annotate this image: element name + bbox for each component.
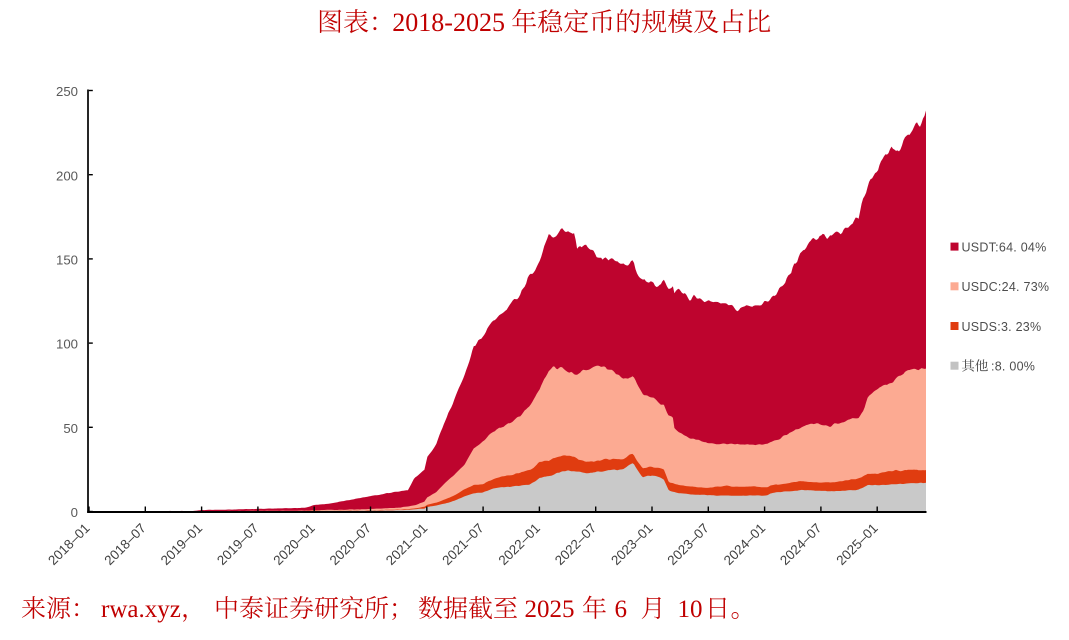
svg-text:150: 150 <box>56 253 78 268</box>
svg-text:10: 10 <box>678 596 703 623</box>
svg-text:200: 200 <box>56 168 78 183</box>
svg-text:6: 6 <box>615 596 628 623</box>
svg-text:0: 0 <box>71 505 78 520</box>
svg-text::8. 00%: :8. 00% <box>991 360 1035 374</box>
svg-text:250: 250 <box>56 84 78 99</box>
svg-text:USDC:24. 73%: USDC:24. 73% <box>962 280 1050 294</box>
svg-text:rwa.xyz: rwa.xyz <box>101 596 181 623</box>
svg-text:USDS:3. 23%: USDS:3. 23% <box>962 320 1042 334</box>
svg-text:50: 50 <box>63 421 78 436</box>
svg-text:2018-2025: 2018-2025 <box>392 8 505 37</box>
svg-text:100: 100 <box>56 337 78 352</box>
svg-text:USDT:64. 04%: USDT:64. 04% <box>962 240 1047 254</box>
svg-text:2025: 2025 <box>525 596 575 623</box>
